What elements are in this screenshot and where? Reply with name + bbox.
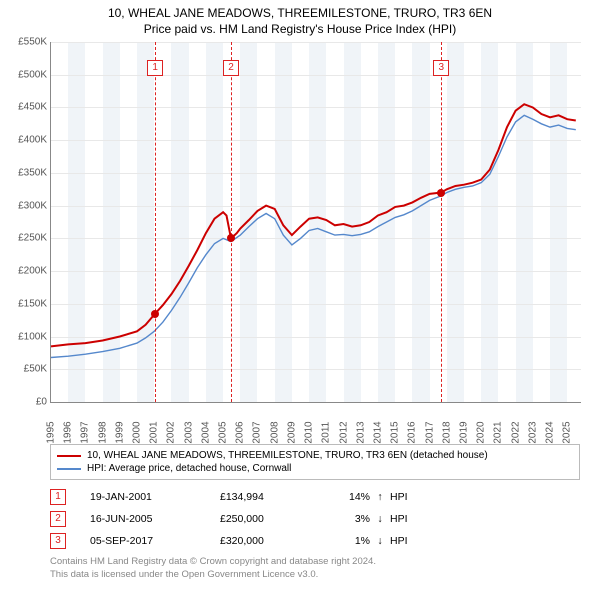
x-tick-label: 2021 (493, 421, 504, 443)
footer-line-1: Contains HM Land Registry data © Crown c… (50, 556, 580, 569)
sale-row: 1 19-JAN-2001£134,99414%↑HPI (50, 486, 580, 508)
x-tick-label: 2002 (166, 421, 177, 443)
x-tick-label: 2006 (235, 421, 246, 443)
sale-pct: 1% (320, 535, 370, 547)
sale-pct: 3% (320, 513, 370, 525)
sale-price: £320,000 (220, 535, 320, 547)
sale-marker-label: 1 (147, 60, 163, 76)
x-tick-label: 2017 (424, 421, 435, 443)
legend-box: 10, WHEAL JANE MEADOWS, THREEMILESTONE, … (50, 444, 580, 480)
x-tick-label: 2004 (200, 421, 211, 443)
sale-marker-label: 3 (433, 60, 449, 76)
title-line-2: Price paid vs. HM Land Registry's House … (0, 20, 600, 36)
legend-item: 10, WHEAL JANE MEADOWS, THREEMILESTONE, … (57, 449, 573, 462)
sale-arrow-icon: ↓ (370, 535, 390, 547)
sale-price: £250,000 (220, 513, 320, 525)
sale-row: 2 16-JUN-2005£250,0003%↓HPI (50, 508, 580, 530)
sale-index-box: 2 (50, 511, 66, 527)
y-tick-label: £350K (3, 167, 47, 178)
sale-marker-dot (151, 310, 159, 318)
x-tick-label: 2000 (132, 421, 143, 443)
footer-line-2: This data is licensed under the Open Gov… (50, 569, 580, 582)
sale-date: 19-JAN-2001 (90, 491, 220, 503)
y-tick-label: £550K (3, 37, 47, 48)
x-tick-label: 2007 (252, 421, 263, 443)
x-tick-label: 2009 (286, 421, 297, 443)
x-tick-label: 1995 (46, 421, 57, 443)
sale-marker-label: 2 (223, 60, 239, 76)
x-tick-label: 2023 (527, 421, 538, 443)
x-tick-label: 2015 (390, 421, 401, 443)
sale-marker-line (231, 42, 232, 402)
x-tick-label: 2020 (476, 421, 487, 443)
sale-price: £134,994 (220, 491, 320, 503)
sale-marker-line (441, 42, 442, 402)
sale-index-box: 1 (50, 489, 66, 505)
y-tick-label: £450K (3, 102, 47, 113)
y-tick-label: £500K (3, 69, 47, 80)
sale-arrow-icon: ↑ (370, 491, 390, 503)
y-tick-label: £150K (3, 298, 47, 309)
sale-marker-dot (437, 189, 445, 197)
x-tick-label: 2012 (338, 421, 349, 443)
sale-hpi-label: HPI (390, 535, 580, 547)
x-tick-label: 1999 (114, 421, 125, 443)
y-tick-label: £50K (3, 364, 47, 375)
sale-hpi-label: HPI (390, 513, 580, 525)
x-tick-label: 2013 (355, 421, 366, 443)
sale-marker-line (155, 42, 156, 402)
legend-swatch (57, 468, 81, 470)
sale-arrow-icon: ↓ (370, 513, 390, 525)
y-tick-label: £100K (3, 331, 47, 342)
sale-pct: 14% (320, 491, 370, 503)
y-tick-label: £400K (3, 135, 47, 146)
y-tick-label: £250K (3, 233, 47, 244)
chart-plot-area: £0£50K£100K£150K£200K£250K£300K£350K£400… (50, 42, 581, 403)
x-tick-label: 2011 (321, 422, 332, 444)
x-tick-label: 2001 (149, 421, 160, 443)
figure: 10, WHEAL JANE MEADOWS, THREEMILESTONE, … (0, 0, 600, 590)
x-tick-label: 2018 (441, 421, 452, 443)
legend-label: HPI: Average price, detached house, Corn… (87, 463, 291, 474)
sale-marker-dot (227, 234, 235, 242)
y-tick-label: £300K (3, 200, 47, 211)
x-tick-label: 2005 (218, 421, 229, 443)
x-tick-label: 2025 (562, 421, 573, 443)
sales-table: 119-JAN-2001£134,99414%↑HPI216-JUN-2005£… (50, 486, 580, 552)
legend-swatch (57, 455, 81, 457)
sale-hpi-label: HPI (390, 491, 580, 503)
sale-date: 16-JUN-2005 (90, 513, 220, 525)
y-tick-label: £200K (3, 266, 47, 277)
y-tick-label: £0 (3, 397, 47, 408)
title-line-1: 10, WHEAL JANE MEADOWS, THREEMILESTONE, … (0, 0, 600, 20)
x-tick-label: 1997 (80, 421, 91, 443)
x-tick-label: 2003 (183, 421, 194, 443)
x-tick-label: 2022 (510, 421, 521, 443)
x-tick-label: 2008 (269, 421, 280, 443)
footer: Contains HM Land Registry data © Crown c… (50, 556, 580, 582)
x-tick-label: 1998 (97, 421, 108, 443)
legend-label: 10, WHEAL JANE MEADOWS, THREEMILESTONE, … (87, 450, 488, 461)
legend-item: HPI: Average price, detached house, Corn… (57, 462, 573, 475)
sale-date: 05-SEP-2017 (90, 535, 220, 547)
x-tick-label: 1996 (63, 421, 74, 443)
series-property (51, 104, 576, 346)
x-tick-label: 2019 (458, 421, 469, 443)
sale-row: 3 05-SEP-2017£320,0001%↓HPI (50, 530, 580, 552)
x-tick-label: 2010 (304, 421, 315, 443)
x-tick-label: 2014 (372, 421, 383, 443)
sale-index-box: 3 (50, 533, 66, 549)
x-tick-label: 2016 (407, 421, 418, 443)
chart-lines-svg (51, 42, 581, 402)
x-tick-label: 2024 (545, 421, 556, 443)
